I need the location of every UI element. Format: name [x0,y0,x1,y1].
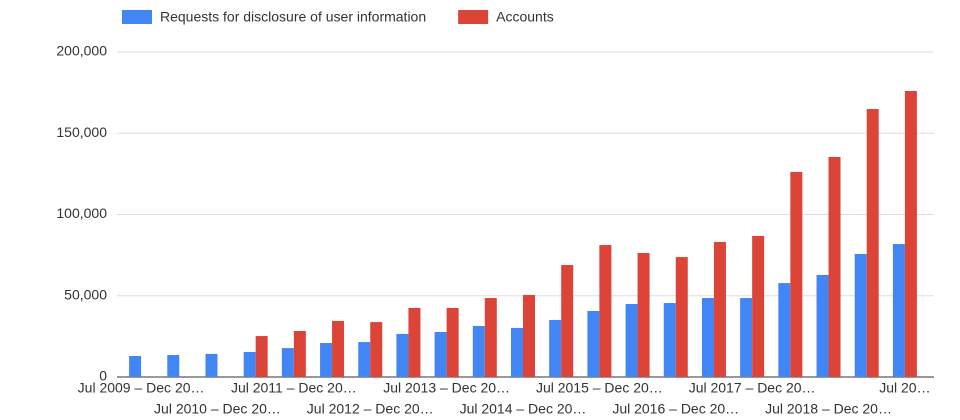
y-tick-label: 50,000 [64,286,107,302]
bar [484,298,497,377]
legend-swatch [122,10,152,24]
legend-label: Requests for disclosure of user informat… [160,9,426,25]
bar [701,298,714,377]
x-tick-label: Jul 2013 – Dec 20… [383,380,510,396]
bar [243,351,256,377]
bar [828,156,841,377]
bar [446,307,459,377]
bar [740,298,753,377]
y-tick-label: 150,000 [56,124,107,140]
bar [523,294,535,377]
x-tick-label: Jul 2016 – Dec 20… [612,401,739,417]
y-tick-label: 0 [99,368,107,384]
bar [358,342,371,377]
x-tick-label: Jul 2014 – Dec 20… [460,401,587,417]
bar [511,327,523,377]
bar [281,348,294,377]
bar [663,303,676,377]
bar [854,253,867,377]
bar [637,253,650,377]
bar [434,331,447,377]
x-tick-label: Jul 2010 – Dec 20… [154,401,281,417]
bar [167,355,180,377]
legend-label: Accounts [496,9,554,25]
bar [320,343,333,377]
legend-swatch [458,10,489,24]
bar [472,325,485,377]
bar [625,304,638,377]
x-tick-label: Jul 2015 – Dec 20… [536,380,663,396]
bar [549,319,562,377]
bar [752,235,765,377]
bar [205,353,218,377]
bar [790,171,803,377]
bar [778,283,791,377]
y-tick-label: 100,000 [56,205,107,221]
bar [675,257,688,377]
bar [129,356,142,377]
bar [255,336,268,377]
bar [370,322,383,377]
x-tick-label: Jul 2012 – Dec 20… [307,401,434,417]
bar [892,244,905,377]
bar [866,109,879,377]
x-tick-label: Jul 2011 – Dec 20… [231,380,357,396]
bar [599,245,612,377]
bar [713,241,726,377]
y-tick-label: 200,000 [56,43,107,59]
bar [561,265,574,377]
x-tick-label: Jul 2017 – Dec 20… [689,380,816,396]
x-tick-label: Jul 20… [879,380,930,396]
x-tick-label: Jul 2018 – Dec 20… [765,401,892,417]
bar [587,311,600,377]
bar [816,274,829,377]
bar [408,307,421,377]
bar [396,333,409,377]
bar [332,320,345,377]
bar [904,91,917,377]
x-tick-label: Jul 2009 – Dec 20… [78,380,205,396]
bar [293,331,306,377]
